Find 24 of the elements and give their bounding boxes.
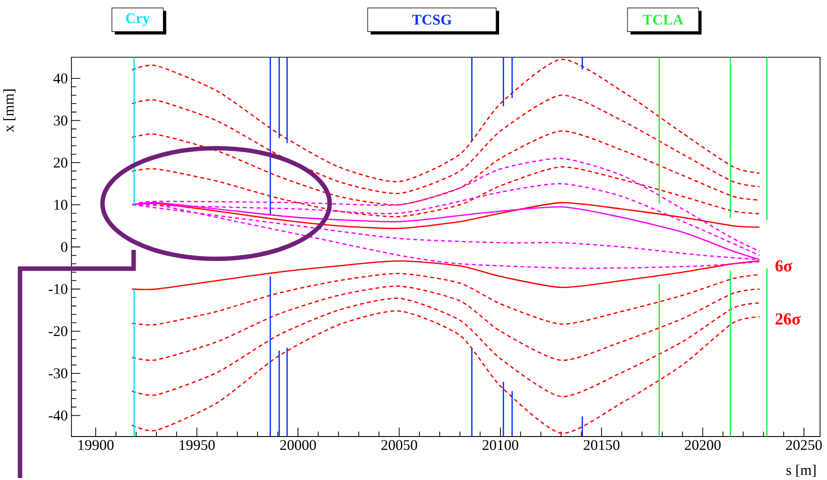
x-tick-label: 20050 — [381, 440, 418, 450]
x-tick-label: 20000 — [280, 440, 316, 450]
y-tick-label: -10 — [48, 284, 68, 294]
x-axis-title: s [m] — [786, 464, 816, 477]
y-axis-title: x [mm] — [3, 89, 16, 132]
y-tick-label: -20 — [48, 326, 68, 336]
annotation: 26σ — [776, 313, 801, 325]
x-tick-label: 19950 — [180, 440, 215, 450]
text: TCLA — [642, 14, 684, 25]
y-tick-label: -30 — [48, 368, 68, 378]
y-tick-label: 30 — [54, 115, 68, 126]
x-tick-label: 20100 — [482, 440, 518, 450]
y-tick-label: 20 — [54, 158, 68, 168]
annotation: 6σ — [775, 260, 792, 272]
x-tick-label: 20150 — [584, 440, 620, 450]
y-tick-label: 10 — [54, 200, 68, 210]
y-tick-label: 40 — [53, 73, 68, 84]
y-tick-label: -40 — [48, 410, 68, 420]
x-tick-label: 20200 — [684, 440, 721, 450]
text: Cry — [126, 13, 150, 26]
x-tick-label: 19900 — [78, 440, 114, 450]
text: TCSG — [412, 14, 452, 25]
x-tick-label: 20250 — [786, 440, 822, 450]
y-tick-label: 0 — [61, 242, 68, 252]
